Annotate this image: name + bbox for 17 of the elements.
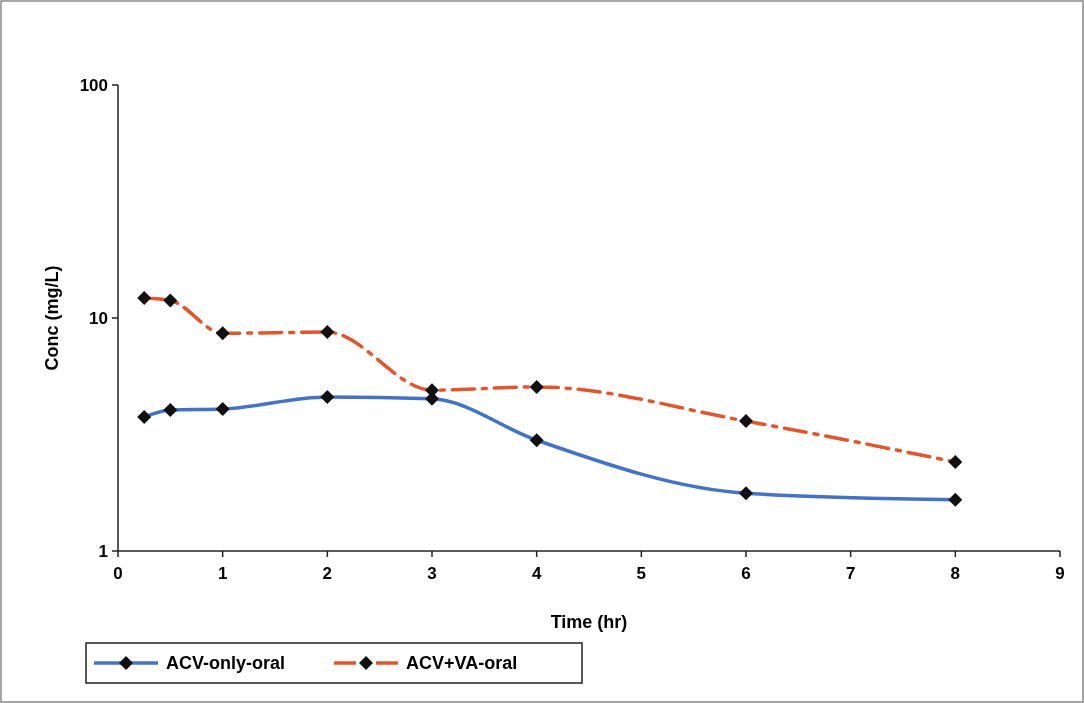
x-tick-label: 0: [113, 564, 123, 583]
y-axis-title: Conc (mg/L): [42, 265, 62, 371]
x-tick-label: 6: [741, 564, 751, 583]
x-tick-label: 3: [427, 564, 437, 583]
x-tick-label: 1: [217, 564, 228, 583]
y-tick-label: 1: [98, 541, 108, 561]
legend-label: ACV+VA-oral: [406, 653, 518, 674]
x-tick-label: 4: [531, 564, 542, 583]
x-tick-label: 7: [845, 564, 856, 583]
x-tick-label: 9: [1055, 564, 1065, 583]
legend-label: ACV-only-oral: [166, 653, 286, 674]
y-tick-label: 100: [79, 75, 108, 95]
x-axis-title: Time (hr): [550, 612, 628, 632]
y-tick-label: 10: [89, 308, 108, 328]
x-tick-label: 5: [636, 564, 647, 583]
x-tick-label: 2: [322, 564, 333, 583]
x-tick-label: 8: [950, 564, 961, 583]
